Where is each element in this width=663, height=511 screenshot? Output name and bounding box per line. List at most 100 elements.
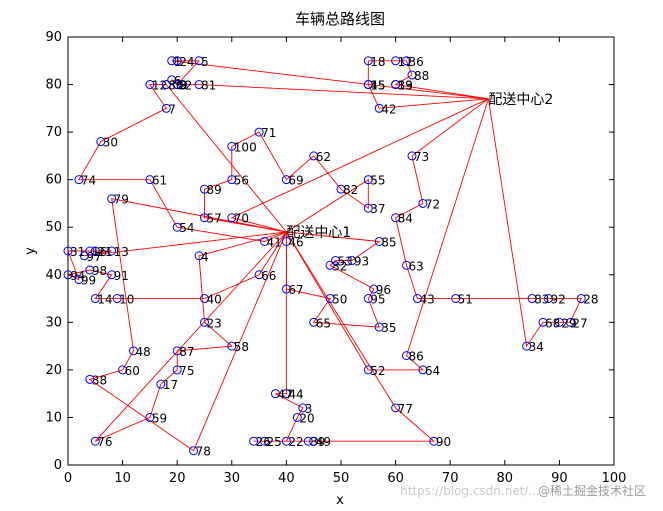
point-label: 96 <box>376 283 391 297</box>
customer-point <box>527 294 537 304</box>
ticks-layer: 0 10 20 30 40 50 60 70 80 90 100010203040506070809… <box>45 30 626 486</box>
customer-point <box>172 222 182 232</box>
point-label: 87 <box>179 345 194 359</box>
point-label: 50 <box>332 293 347 307</box>
customer-point <box>363 80 373 90</box>
customer-point <box>369 284 379 294</box>
customer-point <box>156 379 166 389</box>
point-label: 56 <box>234 174 249 188</box>
customer-point <box>543 294 553 304</box>
point-label: 44 <box>288 388 303 402</box>
route-line-9 <box>367 60 489 109</box>
customer-point <box>90 246 100 256</box>
customer-point <box>292 412 302 422</box>
customer-point <box>391 213 401 223</box>
point-label: 54 <box>179 221 194 235</box>
customer-point <box>407 151 417 161</box>
point-label: 88 <box>414 69 429 83</box>
point-label: 74 <box>81 174 96 188</box>
depot-label-2: 配送中心2 <box>488 92 553 108</box>
customer-point <box>107 270 117 280</box>
point-label: 51 <box>458 293 473 307</box>
point-label: 57 <box>207 212 222 226</box>
point-label: 18 <box>370 55 385 69</box>
customer-point <box>522 341 532 351</box>
point-label: 70 <box>234 212 249 226</box>
point-label: 98 <box>92 264 107 278</box>
customer-point <box>90 436 100 446</box>
point-label: 64 <box>425 364 440 378</box>
customer-point <box>74 175 84 185</box>
customer-point <box>309 436 319 446</box>
customer-point <box>260 236 270 246</box>
customer-point <box>118 365 128 375</box>
point-label: 3 <box>305 402 313 416</box>
customer-point <box>363 175 373 185</box>
point-label: 62 <box>316 150 331 164</box>
point-label: 19 <box>398 79 413 93</box>
customer-point <box>281 175 291 185</box>
x-tick-label: 60 <box>387 471 404 486</box>
chart-title: 车辆总路线图 <box>295 10 385 28</box>
customer-point <box>576 294 586 304</box>
customer-point <box>254 127 264 137</box>
customer-point <box>227 141 237 151</box>
customer-point <box>281 236 291 246</box>
customer-point <box>363 203 373 213</box>
route-line-3 <box>94 231 287 442</box>
customer-point <box>161 103 171 113</box>
point-label: 34 <box>529 340 544 354</box>
point-label: 33 <box>398 79 413 93</box>
customer-point <box>325 260 335 270</box>
point-label: 100 <box>234 140 257 154</box>
point-label: 52 <box>370 364 385 378</box>
point-label: 32 <box>332 259 347 273</box>
point-label: 65 <box>316 316 331 330</box>
point-label: 72 <box>425 197 440 211</box>
customer-point <box>309 151 319 161</box>
point-label: 28 <box>583 293 598 307</box>
point-label: 78 <box>196 445 211 459</box>
customer-point <box>429 436 439 446</box>
customer-point <box>347 256 357 266</box>
point-label: 40 <box>207 293 222 307</box>
customer-point <box>200 294 209 304</box>
point-label: 67 <box>288 283 303 297</box>
customer-point <box>363 294 373 304</box>
point-label: 63 <box>409 259 424 273</box>
customer-point <box>145 80 155 90</box>
customer-point <box>391 403 401 413</box>
customer-point <box>336 184 346 194</box>
point-label: 35 <box>381 321 396 335</box>
point-label: 89 <box>207 183 222 197</box>
customer-point <box>178 80 188 90</box>
y-tick-label: 30 <box>45 315 62 330</box>
point-label: 61 <box>152 174 167 188</box>
route-line-8 <box>395 98 582 348</box>
point-label: 1 <box>174 55 182 69</box>
y-tick-label: 40 <box>45 268 62 283</box>
point-label: 37 <box>370 202 385 216</box>
watermark: @稀土掘金技术社区 <box>538 483 646 498</box>
customer-point <box>374 322 384 332</box>
y-tick-label: 60 <box>45 173 62 188</box>
customer-point <box>363 365 373 375</box>
customer-point <box>309 317 319 327</box>
y-tick-label: 80 <box>45 78 62 93</box>
x-axis-label: x <box>336 493 344 508</box>
point-label: 90 <box>436 435 451 449</box>
point-label: 68 <box>545 316 560 330</box>
point-label: 81 <box>201 79 216 93</box>
point-label: 23 <box>207 316 222 330</box>
point-label: 60 <box>125 364 140 378</box>
customer-point <box>194 80 204 90</box>
point-label: 91 <box>114 269 129 283</box>
point-label: 82 <box>343 183 358 197</box>
point-label: 49 <box>316 435 331 449</box>
route-line-12 <box>230 98 489 233</box>
point-label: 75 <box>179 364 194 378</box>
y-tick-label: 0 <box>54 458 62 473</box>
point-label: 43 <box>419 293 434 307</box>
point-label: 66 <box>261 269 276 283</box>
